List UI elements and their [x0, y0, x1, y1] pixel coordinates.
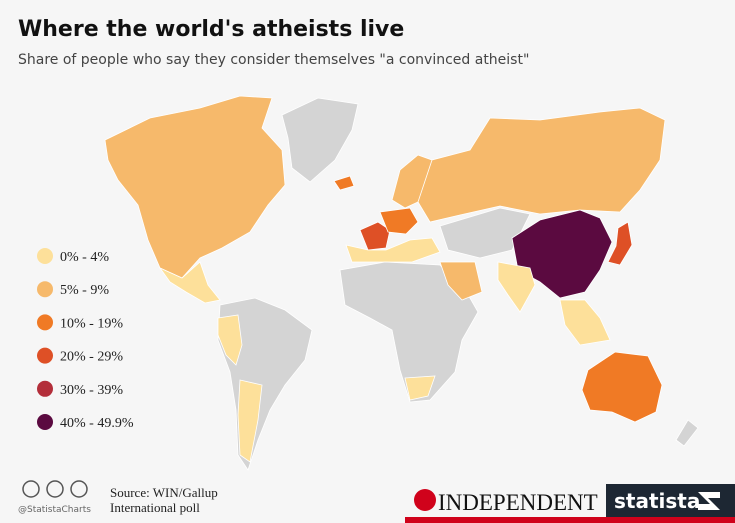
central-asia — [439, 207, 531, 259]
greenland — [281, 97, 359, 183]
nd-icon — [70, 480, 88, 498]
southern-europe — [345, 237, 441, 263]
south-africa — [404, 375, 436, 401]
world-map — [104, 95, 699, 471]
peru — [217, 314, 243, 366]
north-america — [104, 95, 286, 279]
legend-label: 30% - 39% — [60, 383, 123, 398]
legend-label: 20% - 29% — [60, 350, 123, 365]
title: Where the world's atheists live — [18, 17, 404, 42]
southeast-asia — [559, 299, 611, 346]
russia — [417, 107, 666, 223]
statista-logo — [698, 492, 720, 510]
legend-swatch — [37, 380, 53, 397]
australia — [581, 351, 663, 423]
iceland — [333, 175, 355, 191]
legend-swatch — [37, 347, 53, 364]
japan — [607, 221, 633, 266]
legend-label: 0% - 4% — [60, 250, 109, 265]
legend-label: 10% - 19% — [60, 316, 123, 331]
statista-box — [606, 484, 735, 517]
new-zealand — [675, 419, 699, 447]
india — [497, 261, 536, 313]
legend-swatch — [37, 248, 53, 264]
source-line: Source: WIN/Gallup — [110, 485, 218, 500]
cc-icons — [22, 480, 88, 498]
legend-label: 5% - 9% — [60, 283, 109, 298]
independent-logo — [414, 489, 436, 511]
france — [359, 221, 391, 251]
legend-swatch — [37, 314, 53, 331]
brand-stripe — [405, 517, 735, 523]
legend: 0% - 4% 5% - 9% 10% - 19% 20% - 29% 30% - 39… — [37, 248, 134, 431]
legend-label: 40% - 49.9% — [60, 416, 134, 431]
middle-east — [439, 261, 483, 301]
cc-icon — [22, 480, 40, 498]
statista-brand: statista — [614, 489, 700, 513]
argentina — [237, 379, 263, 463]
by-icon — [46, 480, 64, 498]
source-line: International poll — [110, 500, 200, 515]
mexico — [158, 261, 221, 304]
legend-swatch — [37, 414, 53, 430]
legend-swatch — [37, 281, 53, 298]
handle: @StatistaCharts — [18, 505, 91, 515]
subtitle: Share of people who say they consider th… — [18, 52, 529, 68]
independent-brand: INDEPENDENT — [438, 490, 598, 515]
central-europe — [379, 207, 419, 235]
